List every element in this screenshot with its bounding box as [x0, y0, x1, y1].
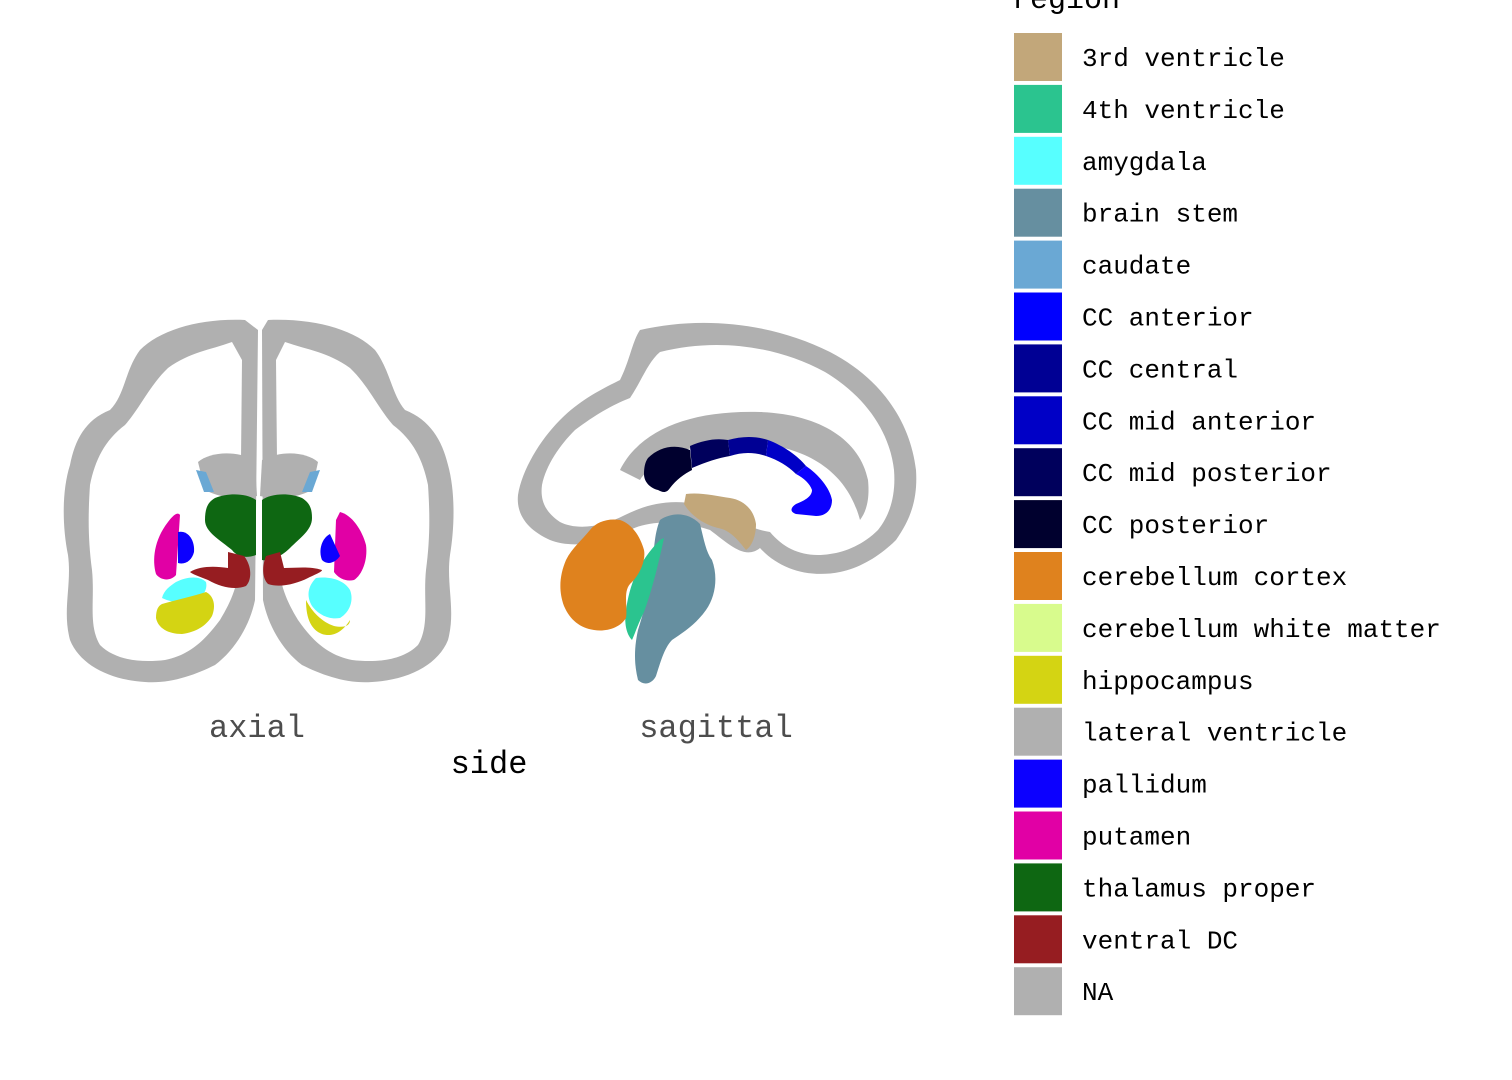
legend-label-3rd-ventricle: 3rd ventricle: [1082, 44, 1285, 74]
legend-label-cerebellum-white-matter: cerebellum white matter: [1082, 615, 1441, 645]
legend-label-cc-posterior: CC posterior: [1082, 511, 1269, 541]
legend-label-cc-mid-posterior: CC mid posterior: [1082, 459, 1332, 489]
axial-thalamus-left: [205, 494, 256, 557]
legend-label-amygdala: amygdala: [1082, 148, 1207, 178]
axial-pallidum-left: [178, 531, 195, 564]
sagittal-cerebellum-cortex: [560, 519, 645, 631]
legend-label-thalamus-proper: thalamus proper: [1082, 874, 1316, 904]
legend-label-brain-stem: brain stem: [1082, 200, 1238, 230]
axial-lateral-ventricle-left: [198, 453, 257, 498]
legend-key-putamen: [1012, 809, 1064, 862]
legend-label-cc-central: CC central: [1082, 355, 1238, 385]
axial-amygdala-right: [308, 577, 352, 619]
legend-key-cerebellum-white-matter: [1012, 601, 1064, 654]
legend-label-cc-anterior: CC anterior: [1082, 304, 1254, 334]
legend-key-cc-mid-posterior: [1012, 446, 1064, 499]
legend-key-amygdala: [1012, 134, 1064, 187]
axial-cortex-right: [262, 319, 454, 683]
axial-thalamus-right: [262, 494, 312, 561]
view-label-sagittal: sagittal: [639, 710, 793, 747]
legend-title: region: [1012, 0, 1120, 18]
axial-putamen-right: [334, 512, 367, 581]
sagittal-cingulate: [620, 411, 869, 520]
legend-label-hippocampus: hippocampus: [1082, 667, 1254, 697]
legend-label-putamen: putamen: [1082, 823, 1191, 853]
axial-pallidum-right: [320, 534, 340, 563]
sagittal-cc-mid-anterior: [766, 440, 806, 474]
legend-label-4th-ventricle: 4th ventricle: [1082, 96, 1285, 126]
axial-hippocampus-left: [156, 592, 214, 634]
legend-key-brain-stem: [1012, 186, 1064, 239]
legend-key-na: [1012, 965, 1064, 1018]
legend-key-4th-ventricle: [1012, 82, 1064, 135]
sagittal-view: [517, 322, 917, 684]
axial-putamen-left: [154, 513, 180, 580]
sagittal-cc-posterior: [644, 446, 692, 492]
axial-ventral-dc-left: [190, 552, 251, 588]
axial-ventral-dc-right: [263, 552, 322, 586]
legend: region 3rd ventricle 4th ventricle amygdal…: [1012, 0, 1441, 1018]
axis-title-side: side: [451, 746, 528, 783]
legend-label-pallidum: pallidum: [1082, 771, 1207, 801]
axial-caudate-left: [196, 470, 214, 492]
legend-label-cc-mid-anterior: CC mid anterior: [1082, 407, 1316, 437]
axial-caudate-right: [302, 470, 320, 492]
axial-hippocampus-right: [306, 600, 350, 636]
sagittal-cc-anterior: [791, 466, 832, 516]
legend-key-cc-anterior: [1012, 290, 1064, 343]
axial-lateral-ventricle-right: [260, 453, 318, 498]
legend-label-na: NA: [1082, 978, 1114, 1008]
legend-key-3rd-ventricle: [1012, 31, 1064, 83]
legend-key-hippocampus: [1012, 653, 1064, 706]
legend-key-cerebellum-cortex: [1012, 550, 1064, 602]
legend-label-cerebellum-cortex: cerebellum cortex: [1082, 563, 1347, 593]
sagittal-4th-ventricle: [625, 538, 664, 640]
sagittal-cc-central: [728, 437, 768, 456]
legend-key-lateral-ventricle: [1012, 705, 1064, 758]
legend-key-caudate: [1012, 238, 1064, 291]
sagittal-3rd-ventricle: [684, 493, 756, 550]
axial-cortex: [63, 319, 259, 683]
legend-key-thalamus-proper: [1012, 861, 1064, 914]
legend-label-ventral-dc: ventral DC: [1082, 926, 1238, 956]
legend-key-cc-mid-anterior: [1012, 394, 1064, 447]
legend-items: 3rd ventricle 4th ventricle amygdala brain …: [1012, 31, 1441, 1018]
legend-key-ventral-dc: [1012, 913, 1064, 966]
axial-view: [63, 319, 454, 683]
legend-key-cc-central: [1012, 342, 1064, 395]
sagittal-cc-mid-posterior: [690, 439, 730, 468]
sagittal-cortex: [517, 322, 917, 574]
legend-label-lateral-ventricle: lateral ventricle: [1082, 719, 1347, 749]
view-label-axial: axial: [209, 710, 305, 747]
legend-label-caudate: caudate: [1082, 252, 1191, 282]
legend-key-cc-posterior: [1012, 498, 1064, 551]
legend-key-pallidum: [1012, 757, 1064, 810]
